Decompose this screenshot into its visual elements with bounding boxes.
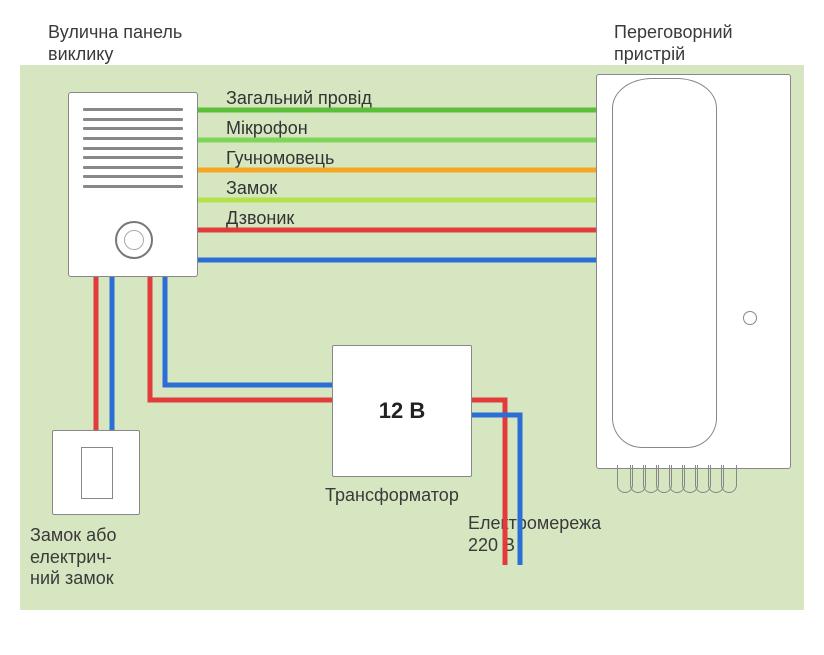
wire-label-bell: Дзвоник	[226, 208, 294, 230]
wire-label-mic: Мікрофон	[226, 118, 308, 140]
diagram-canvas: Вулична панель виклику Переговорний прис…	[0, 0, 824, 655]
handset-label: Переговорний пристрій	[614, 22, 733, 65]
wire-label-speaker: Гучномовець	[226, 148, 334, 170]
speaker-grill-icon	[83, 108, 183, 188]
lock-device	[52, 430, 140, 515]
wire-label-lock: Замок	[226, 178, 277, 200]
transformer-caption: Трансформатор	[325, 485, 459, 507]
call-button-icon	[115, 221, 153, 259]
outdoor-call-panel	[68, 92, 198, 277]
transformer-voltage: 12 В	[379, 398, 425, 424]
wire-label-common: Загальний провід	[226, 88, 372, 110]
handset-button-icon	[743, 311, 757, 325]
outdoor-panel-label: Вулична панель виклику	[48, 22, 182, 65]
handset-receiver	[612, 78, 717, 448]
lock-latch-icon	[81, 447, 113, 499]
transformer-device: 12 В	[332, 345, 472, 477]
handset-cord-icon	[620, 465, 737, 505]
mains-label: Електромережа 220 В	[468, 513, 601, 556]
lock-label: Замок або електрич- ний замок	[30, 525, 116, 590]
